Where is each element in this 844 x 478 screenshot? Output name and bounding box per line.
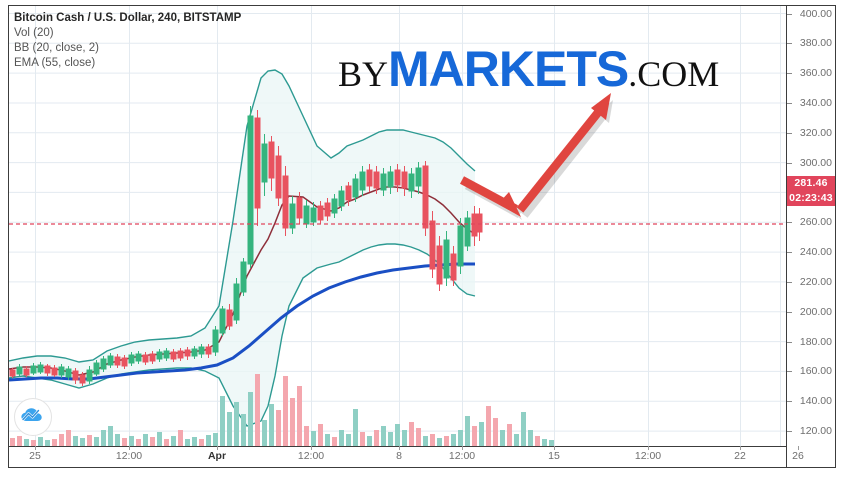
time-tick-25: 25 — [29, 450, 41, 462]
time-tick-15: 15 — [548, 450, 560, 462]
time-tick-26: 26 — [792, 450, 804, 462]
time-axis-separator — [9, 446, 786, 447]
chart-frame — [8, 5, 836, 468]
time-tick-1200b: 12:00 — [297, 450, 325, 462]
price-tick-340: 340.00 — [799, 97, 832, 109]
volume-bars — [10, 374, 554, 446]
annotation-layer — [459, 93, 613, 220]
time-axis[interactable]: 25 12:00 Apr 12:00 8 12:00 15 12:00 22 2… — [9, 446, 835, 467]
price-axis[interactable]: 400.00 380.00 360.00 340.00 320.00 300.0… — [787, 6, 835, 446]
price-tick-140: 140.00 — [799, 395, 832, 408]
time-tick-22: 22 — [734, 450, 746, 462]
price-tick-200: 200.00 — [799, 305, 832, 318]
chart-plot-area[interactable] — [9, 6, 787, 446]
price-tick-160: 160.00 — [799, 365, 832, 378]
last-price-badge[interactable]: 281.46 — [787, 176, 835, 191]
time-tick-8: 8 — [396, 450, 402, 462]
red-v-arrow — [459, 93, 613, 220]
price-tick-260: 260.00 — [799, 216, 832, 229]
price-axis-separator — [786, 6, 787, 467]
countdown-badge: 02:23:43 — [787, 191, 835, 206]
price-tick-240: 240.00 — [799, 246, 832, 259]
price-tick-120: 120.00 — [799, 425, 832, 438]
candlesticks — [9, 106, 483, 386]
price-tick-300: 300.00 — [799, 156, 832, 169]
price-tick-360: 360.00 — [799, 67, 832, 80]
cloud-chart-icon — [21, 408, 42, 421]
grid-vertical — [35, 6, 781, 446]
bollinger-upper-line — [9, 69, 476, 363]
price-tick-220: 220.00 — [799, 275, 832, 288]
ema-55-line — [9, 262, 475, 382]
price-tick-380: 380.00 — [799, 37, 832, 50]
time-tick-1200a: 12:00 — [115, 450, 143, 462]
chart-canvas — [9, 6, 787, 446]
price-tick-320: 320.00 — [799, 126, 832, 139]
time-tick-1200d: 12:00 — [634, 450, 662, 462]
price-tick-180: 180.00 — [799, 335, 832, 348]
time-tick-apr: Apr — [207, 450, 227, 462]
bollinger-band-fill — [9, 70, 475, 426]
price-tick-400: 400.00 — [799, 7, 832, 20]
tradingview-logo-badge[interactable] — [14, 398, 52, 436]
time-tick-1200c: 12:00 — [448, 450, 476, 462]
